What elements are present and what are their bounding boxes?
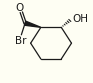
Polygon shape <box>24 21 41 27</box>
Text: Br: Br <box>15 36 27 46</box>
Text: O: O <box>15 3 23 13</box>
Text: OH: OH <box>72 14 88 24</box>
